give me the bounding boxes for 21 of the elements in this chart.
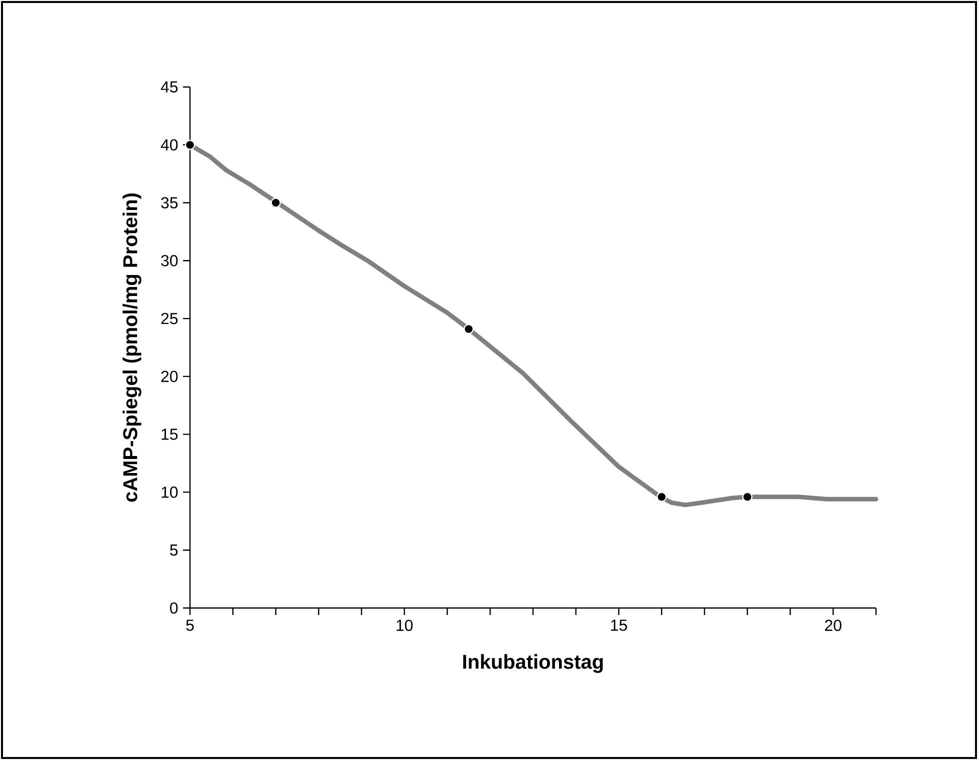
y-tick-label: 30 — [161, 255, 178, 266]
y-axis-title: cAMP-Spiegel (pmol/mg Protein) — [122, 193, 142, 502]
y-tick-label: 15 — [162, 428, 178, 440]
y-tick-label: 45 — [160, 81, 178, 93]
y-tick-label: 40 — [160, 139, 178, 151]
x-tick-label: 5 — [186, 620, 194, 631]
point — [184, 140, 196, 150]
y-tick-label: 0 — [170, 602, 178, 614]
x-tick-label: 20 — [825, 620, 842, 632]
point — [742, 492, 752, 502]
y-tick-label: 20 — [161, 370, 178, 382]
x-tick-label: 10 — [396, 620, 413, 632]
y-tick-label: 5 — [170, 544, 178, 556]
y-tick-label: 25 — [161, 312, 178, 324]
point — [656, 492, 667, 502]
x-axis-title: Inkubationstag — [463, 654, 603, 673]
y-tick-label: 10 — [162, 486, 178, 498]
y-tick-label: 35 — [161, 197, 178, 208]
point — [464, 324, 474, 334]
point — [270, 198, 281, 208]
x-tick-label: 15 — [611, 620, 627, 631]
